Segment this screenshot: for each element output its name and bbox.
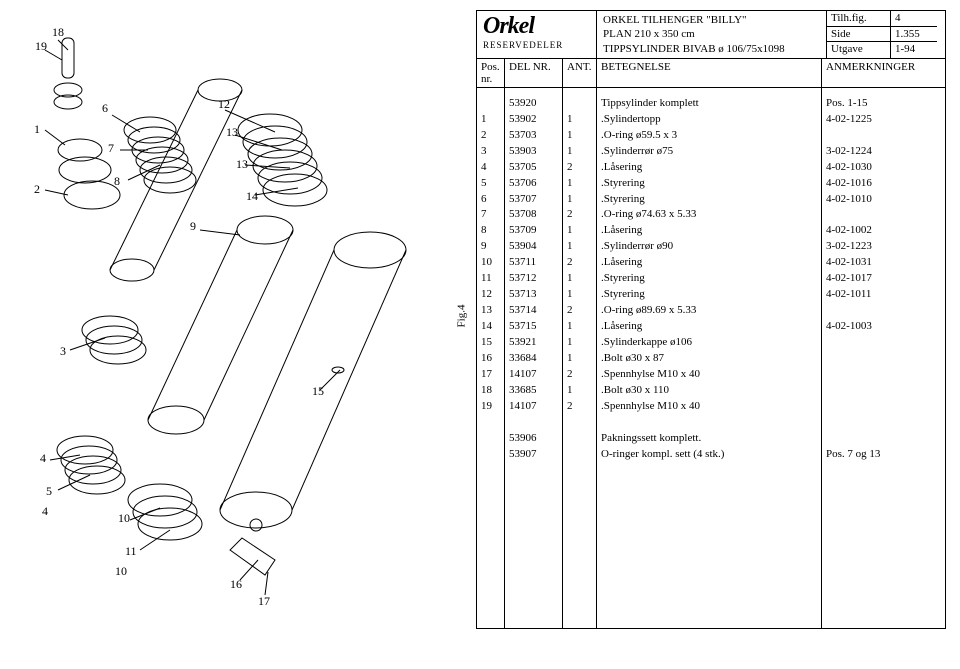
svg-text:19: 19 (35, 39, 47, 53)
svg-text:2: 2 (34, 182, 40, 196)
utgave-value: 1-94 (891, 42, 919, 58)
svg-text:16: 16 (230, 577, 242, 591)
logo-subtitle: RESERVEDELER (483, 40, 590, 50)
parts-table-area: Orkel RESERVEDELER ORKEL TILHENGER "BILL… (476, 10, 946, 629)
logo-cell: Orkel RESERVEDELER (477, 11, 597, 58)
anm-column: Pos. 1-154-02-1225 3-02-12244-02-10304-0… (822, 88, 937, 628)
pos-column: 12345678910111213141516171819 (477, 88, 505, 628)
svg-text:7: 7 (108, 141, 114, 155)
figure-label: Fig.4 (455, 305, 467, 328)
col-ant: ANT. (563, 59, 597, 87)
svg-text:1: 1 (34, 122, 40, 136)
svg-text:12: 12 (218, 97, 230, 111)
svg-text:8: 8 (114, 174, 120, 188)
svg-text:6: 6 (102, 101, 108, 115)
meta-cell: Tilh.fig. 4 Side 1.355 Utgave 1-94 (827, 11, 937, 58)
side-value: 1.355 (891, 27, 924, 42)
svg-text:13: 13 (236, 157, 248, 171)
logo: Orkel (483, 13, 590, 40)
svg-text:10: 10 (118, 511, 130, 525)
side-label: Side (827, 27, 891, 42)
title-cell: ORKEL TILHENGER "BILLY" PLAN 210 x 350 c… (597, 11, 827, 58)
tilhfig-value: 4 (891, 11, 905, 26)
col-pos: Pos. nr. (477, 59, 505, 87)
svg-text:15: 15 (312, 384, 324, 398)
svg-text:17: 17 (258, 594, 270, 608)
utgave-label: Utgave (827, 42, 891, 58)
svg-text:3: 3 (60, 344, 66, 358)
svg-text:4: 4 (40, 451, 46, 465)
col-bet: BETEGNELSE (597, 59, 822, 87)
svg-text:5: 5 (46, 484, 52, 498)
svg-text:18: 18 (52, 25, 64, 39)
svg-text:13: 13 (226, 125, 238, 139)
exploded-diagram: 19 18 1 2 6 7 8 12 13 13 14 9 3 4 5 4 10… (20, 20, 470, 640)
svg-text:9: 9 (190, 219, 196, 233)
title-line-1: ORKEL TILHENGER "BILLY" (603, 13, 820, 27)
bet-column: Tippsylinder komplett.Sylindertopp.O-rin… (597, 88, 822, 628)
ant-column: 1112112112112111212 (563, 88, 597, 628)
header-box: Orkel RESERVEDELER ORKEL TILHENGER "BILL… (476, 10, 946, 59)
title-line-3: TIPPSYLINDER BIVAB ø 106/75x1098 (603, 42, 820, 56)
column-header-row: Pos. nr. DEL NR. ANT. BETEGNELSE ANMERKN… (476, 59, 946, 88)
svg-text:11: 11 (125, 544, 137, 558)
col-anm: ANMERKNINGER (822, 59, 937, 87)
delnr-column: 5392053902537035390353705537065370753708… (505, 88, 563, 628)
col-delnr: DEL NR. (505, 59, 563, 87)
svg-text:14: 14 (246, 189, 258, 203)
title-line-2: PLAN 210 x 350 cm (603, 27, 820, 41)
tilhfig-label: Tilh.fig. (827, 11, 891, 26)
parts-list: 12345678910111213141516171819 5392053902… (476, 88, 946, 629)
svg-text:10: 10 (115, 564, 127, 578)
svg-text:4: 4 (42, 504, 48, 518)
